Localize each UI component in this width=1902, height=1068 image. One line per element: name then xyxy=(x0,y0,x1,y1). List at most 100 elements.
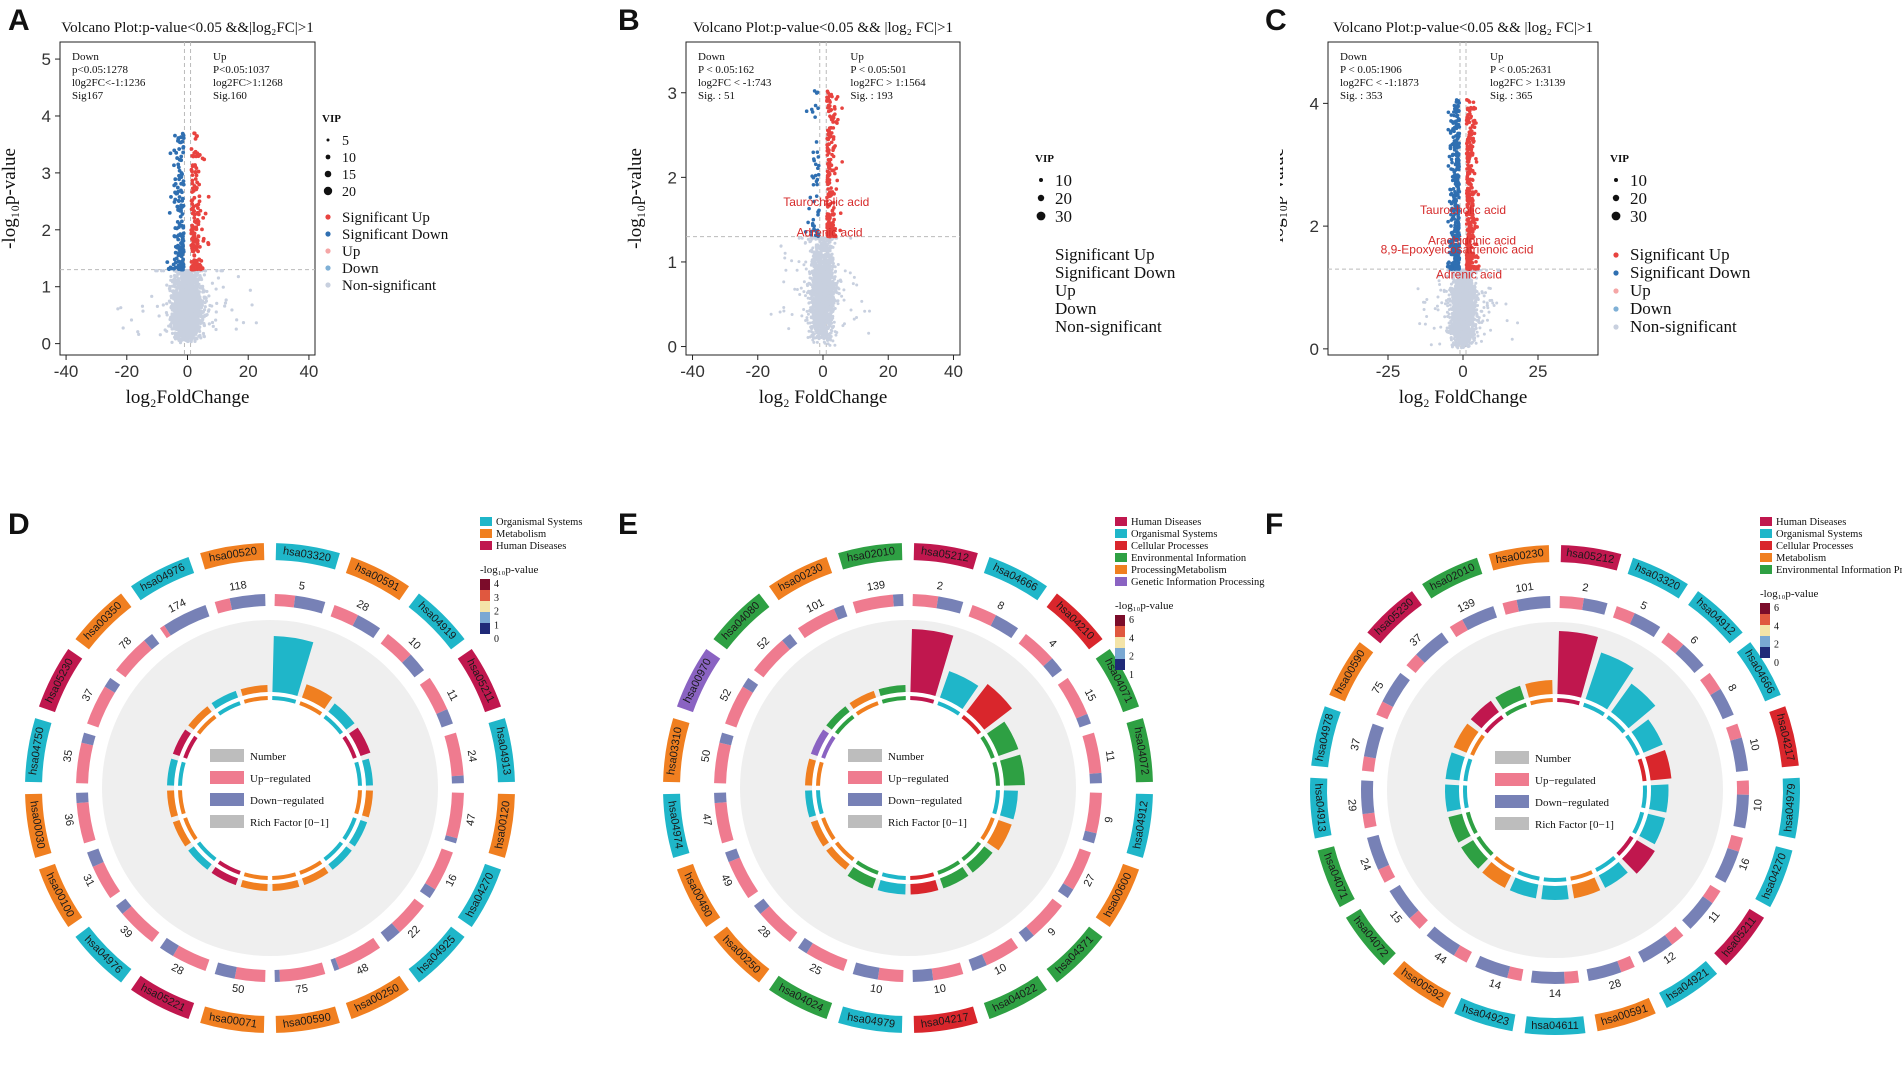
point-ns xyxy=(811,324,815,328)
point-ns xyxy=(183,279,187,283)
point-ns xyxy=(836,299,840,303)
point-ns xyxy=(174,310,178,314)
point-ns xyxy=(833,241,837,245)
point-ns xyxy=(210,304,214,308)
x-axis-label: log₂FoldChange xyxy=(126,387,250,408)
point-sig-down xyxy=(167,267,171,272)
point-ns xyxy=(182,275,186,279)
point-ns xyxy=(836,262,840,266)
point-ns xyxy=(790,312,794,316)
point-ns xyxy=(815,263,819,267)
point-ns xyxy=(825,332,829,336)
point-sig-down xyxy=(176,233,181,238)
point-sig-up xyxy=(825,195,829,200)
point-ns xyxy=(810,260,814,264)
point-ns xyxy=(833,277,837,281)
point-ns xyxy=(815,305,819,309)
point-sig-up xyxy=(206,194,211,199)
point-ns xyxy=(1449,282,1453,286)
point-sig-down xyxy=(173,133,177,138)
point-ns xyxy=(805,309,809,313)
point-ns xyxy=(173,285,177,289)
point-ns xyxy=(827,259,831,263)
significance-legend-label: Significant Up xyxy=(342,210,430,226)
point-ns xyxy=(170,340,174,344)
vip-size-dot xyxy=(324,170,332,178)
point-sig-up xyxy=(197,153,202,157)
point-ns xyxy=(821,259,825,263)
point-ns xyxy=(793,287,797,291)
point-ns xyxy=(189,328,193,332)
point-sig-up xyxy=(829,186,833,190)
point-sig-up xyxy=(827,203,832,208)
point-ns xyxy=(812,290,816,294)
point-sig-down xyxy=(181,262,186,267)
point-sig-down xyxy=(176,207,180,212)
panel-label-f: F xyxy=(1265,508,1284,541)
y-tick-label: 1 xyxy=(42,278,51,297)
point-sig-down xyxy=(175,156,180,160)
point-sig-down xyxy=(181,179,186,184)
point-ns xyxy=(823,315,827,319)
point-sig-up xyxy=(190,223,195,228)
point-ns xyxy=(815,318,819,322)
point-sig-down xyxy=(180,139,185,144)
point-ns xyxy=(824,281,828,285)
point-sig-up xyxy=(830,190,835,194)
point-ns xyxy=(824,293,828,297)
point-ns xyxy=(201,289,206,294)
point-sig-up xyxy=(189,243,194,248)
point-sig-up xyxy=(835,178,840,183)
point-ns xyxy=(803,294,807,298)
point-ns xyxy=(837,292,841,296)
significance-legend-label: Significant Down xyxy=(342,227,449,243)
point-ns xyxy=(825,269,829,273)
point-sig-up xyxy=(826,163,831,168)
point-ns xyxy=(782,280,786,284)
point-sig-down xyxy=(181,234,185,239)
point-sig-up xyxy=(190,264,195,268)
point-ns xyxy=(169,318,173,322)
significance-legend-label: Non-significant xyxy=(342,278,437,294)
point-sig-up xyxy=(827,142,831,146)
point-ns xyxy=(812,312,816,316)
point-sig-up xyxy=(833,171,837,176)
point-sig-up xyxy=(825,99,829,103)
point-sig-up xyxy=(195,241,200,246)
point-ns xyxy=(202,273,207,277)
point-ns xyxy=(811,246,815,250)
point-sig-down xyxy=(175,226,179,231)
point-ns xyxy=(797,236,801,240)
point-ns xyxy=(215,301,219,305)
point-sig-up xyxy=(192,184,197,188)
x-tick-label: 0 xyxy=(183,362,192,381)
point-sig-up xyxy=(193,177,198,181)
x-tick-label: -20 xyxy=(114,362,139,381)
point-sig-down xyxy=(172,163,176,168)
point-ns xyxy=(194,332,198,336)
point-sig-up xyxy=(825,222,829,226)
annotation-down: l0g2FC<-1:1236 xyxy=(72,77,146,89)
point-sig-up xyxy=(196,169,201,174)
point-sig-down xyxy=(813,103,818,108)
point-ns xyxy=(818,331,822,335)
point-ns xyxy=(849,308,853,312)
point-sig-down xyxy=(179,158,184,163)
point-sig-up xyxy=(829,193,834,197)
point-sig-down xyxy=(177,168,182,173)
point-ns xyxy=(830,305,834,309)
x-tick-label: 0 xyxy=(818,362,827,381)
point-ns xyxy=(177,303,181,307)
point-ns xyxy=(179,325,183,329)
point-sig-up xyxy=(840,160,844,164)
point-sig-down xyxy=(175,265,180,270)
point-ns xyxy=(798,292,802,296)
point-ns xyxy=(170,284,174,288)
point-sig-up xyxy=(190,247,195,252)
point-ns xyxy=(806,312,810,316)
point-ns xyxy=(821,289,825,293)
point-ns xyxy=(830,264,834,268)
point-ns xyxy=(778,310,782,314)
point-ns xyxy=(830,272,834,276)
point-sig-up xyxy=(830,168,835,173)
